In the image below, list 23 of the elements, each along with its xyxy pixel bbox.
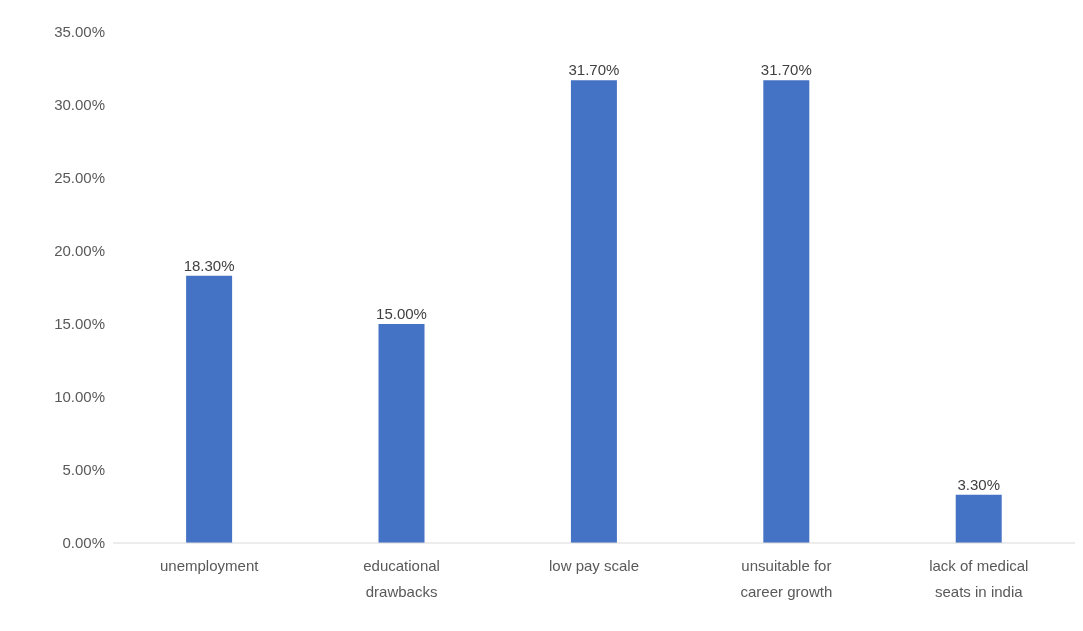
y-tick-label: 30.00% [54, 96, 105, 114]
y-tick-label: 0.00% [62, 534, 105, 552]
bar [378, 324, 425, 543]
data-label: 18.30% [183, 256, 235, 274]
data-label: 3.30% [957, 475, 1000, 493]
data-label: 31.70% [568, 61, 620, 79]
data-label: 15.00% [376, 305, 427, 322]
y-tick-label: 5.00% [62, 461, 105, 479]
y-tick-label: 25.00% [54, 169, 105, 187]
y-tick-label: 35.00% [54, 23, 105, 41]
bar [570, 80, 617, 543]
x-tick-label: low pay scale [548, 557, 640, 574]
x-tick-label: educational drawbacks [363, 557, 440, 600]
bar [955, 494, 1002, 543]
y-tick-label: 10.00% [54, 388, 105, 406]
x-tick-label: unemployment [160, 557, 260, 574]
x-tick-label: unsuitable for career growth [740, 557, 833, 600]
bar [186, 275, 233, 543]
data-label: 31.70% [760, 61, 812, 79]
y-tick-label: 20.00% [54, 242, 105, 260]
y-tick-label: 15.00% [54, 315, 105, 333]
bar [763, 80, 810, 543]
x-tick-label: lack of medical seats in india [929, 557, 1029, 600]
